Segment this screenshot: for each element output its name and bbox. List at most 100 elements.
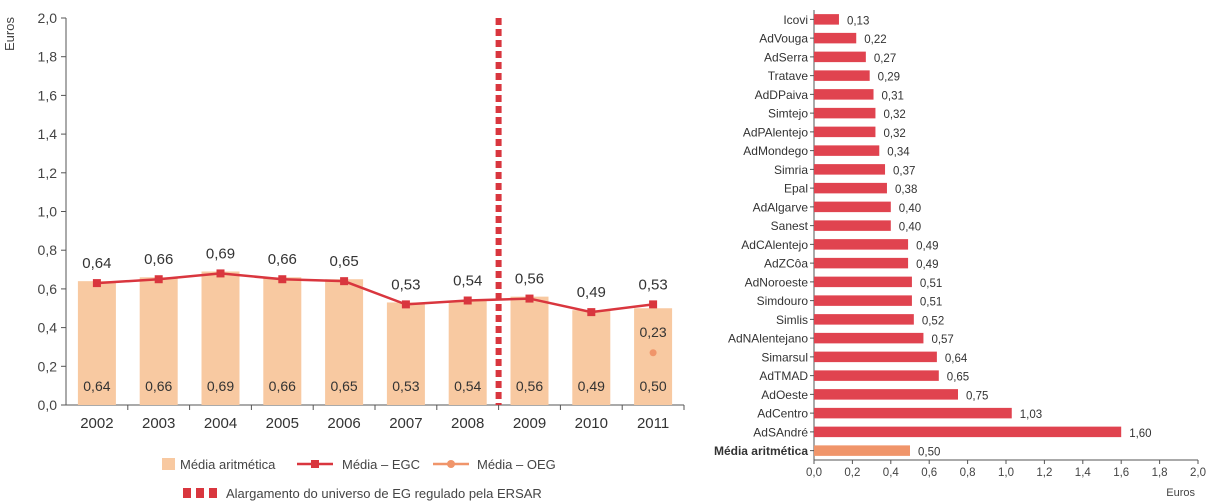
y-tick-label: 2,0 [38, 10, 58, 26]
bar [139, 277, 178, 405]
category-label: Sanest [771, 219, 809, 233]
bar [814, 220, 891, 231]
x-tick-label: 1,2 [1036, 467, 1052, 479]
bar [448, 300, 487, 405]
egc-point [216, 269, 225, 278]
bar-value-label: 0,57 [931, 334, 953, 346]
bar [814, 14, 839, 25]
x-tick-label: 2008 [451, 415, 484, 432]
category-label: AdVouga [759, 32, 808, 46]
bar [814, 145, 880, 156]
x-tick-label: 2004 [204, 415, 237, 432]
bar [386, 302, 425, 405]
y-tick-label: 1,4 [38, 126, 58, 142]
egc-point [154, 275, 163, 284]
bar-value-label: 1,60 [1129, 428, 1151, 440]
egc-value-label: 0,66 [268, 251, 297, 268]
egc-series-line [96, 272, 654, 314]
left-chart: 0,0 0,2 0,4 0,6 0,8 1,0 1,2 1,4 1,6 1,8 2,0 Euros 0,… [2, 10, 685, 501]
x-tick-label: 2003 [142, 415, 175, 432]
category-label-average: Média aritmética [714, 444, 808, 458]
bar-value-label: 0,75 [966, 390, 988, 402]
x-tick-label: 2010 [575, 415, 608, 432]
bar-average [814, 445, 910, 456]
egc-value-label: 0,65 [329, 253, 358, 270]
y-tick-label: 0,2 [38, 358, 58, 374]
oeg-value-label: 0,23 [639, 324, 666, 340]
bar [814, 51, 866, 63]
bar [814, 426, 1122, 438]
bar-value-label: 0,64 [83, 378, 110, 394]
category-label: AdOeste [761, 388, 808, 402]
category-label: AdPAlentejo [743, 125, 808, 139]
bar-value-label: 0,54 [454, 378, 481, 394]
category-label: AdAlgarve [753, 200, 809, 214]
bar [814, 295, 912, 306]
bar-value-label: 0,51 [920, 278, 942, 290]
bar [814, 32, 857, 44]
bar-value-label: 0,66 [145, 378, 172, 394]
bar [814, 70, 870, 81]
legend-swatch-divider [183, 488, 191, 498]
y-tick-label: 0,8 [38, 242, 58, 258]
bar [814, 276, 912, 288]
category-label: Simarsul [761, 350, 808, 364]
legend-label-divider: Alargamento do universo de EG regulado p… [226, 486, 542, 501]
category-label: Tratave [768, 69, 809, 83]
category-label: AdTMAD [759, 369, 808, 383]
bar-value-label: 0,22 [864, 34, 886, 46]
y-tick-label: 0,0 [38, 397, 58, 413]
egc-value-label: 0,53 [391, 276, 420, 293]
y-tick-label: 0,4 [38, 320, 58, 336]
x-tick-label: 0,8 [960, 467, 976, 479]
egc-value-label: 0,49 [577, 284, 606, 301]
bar [814, 332, 924, 344]
bar [814, 407, 1012, 419]
category-label: AdNoroeste [745, 275, 809, 289]
category-label: AdMondego [743, 144, 808, 158]
category-label: AdSAndré [753, 425, 808, 439]
bar [263, 277, 302, 405]
bar [634, 308, 673, 405]
legend-swatch-line-marker [311, 460, 319, 468]
bar-value-label: 0,32 [883, 128, 905, 140]
egc-value-label: 0,54 [453, 273, 482, 290]
bar [814, 164, 886, 175]
bar [510, 296, 549, 405]
bar [814, 182, 887, 194]
bar-value-label: 0,27 [874, 53, 896, 65]
bar-value-label: 0,13 [847, 15, 869, 27]
legend-label-media-egc: Média – EGC [342, 457, 420, 472]
category-label: Simtejo [768, 107, 808, 121]
bar-value-label: 0,40 [899, 203, 921, 215]
x-tick-label: 1,4 [1075, 467, 1092, 479]
legend-label-media-oeg: Média – OEG [477, 457, 556, 472]
legend-label-media-aritmetica: Média aritmética [180, 457, 276, 472]
bar-value-label: 0,29 [878, 72, 900, 84]
egc-value-label: 0,64 [82, 255, 111, 272]
bar-value-label: 0,31 [882, 90, 904, 102]
bar [77, 281, 116, 405]
x-tick-label: 0,2 [844, 467, 860, 479]
bar-value-label: 0,64 [945, 353, 968, 365]
egc-point [463, 296, 472, 305]
bar [201, 271, 240, 405]
x-tick-label: 2007 [389, 415, 422, 432]
bar [814, 370, 939, 381]
category-label: AdNAlentejano [728, 332, 808, 346]
bar [814, 351, 937, 363]
y-axis-title: Euros [2, 17, 17, 51]
x-tick-label: 1,0 [998, 467, 1014, 479]
x-tick-label: 2009 [513, 415, 546, 432]
bar-value-label: 0,69 [207, 378, 234, 394]
bar [814, 201, 891, 213]
x-tick-label: 2002 [80, 415, 113, 432]
y-tick-label: 1,0 [38, 204, 58, 220]
egc-point [401, 300, 410, 309]
right-chart: Icovi 0,13 AdVouga 0,22 AdSerra 0,27 Tratave 0,… [714, 10, 1206, 499]
bar-value-label: 0,37 [893, 165, 915, 177]
x-tick-label: 0,0 [806, 467, 822, 479]
category-label: AdZCôa [764, 257, 808, 271]
x-tick-label: 2006 [327, 415, 360, 432]
x-tick-label: 2,0 [1190, 467, 1206, 479]
